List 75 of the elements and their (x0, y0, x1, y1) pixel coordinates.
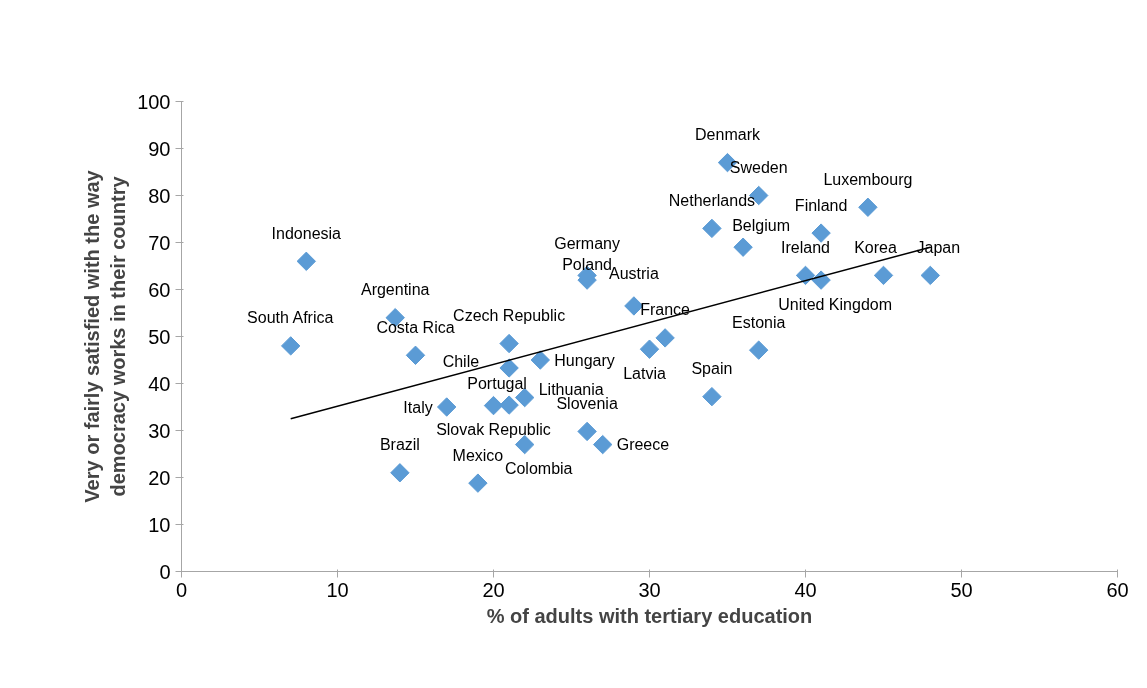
point (437, 397, 457, 417)
annotation: Indonesia (271, 224, 342, 242)
point (593, 434, 613, 455)
annotation: Mexico (452, 446, 504, 464)
point (405, 345, 426, 365)
point (499, 395, 519, 415)
annotation: Japan (916, 238, 961, 256)
point (873, 265, 894, 286)
x-tick-label: 20 (482, 578, 505, 601)
y-tick-label: 10 (148, 513, 171, 536)
annotation: Slovak Republic (436, 421, 551, 439)
y-tick-label: 80 (148, 184, 171, 207)
annotation: South Africa (247, 309, 334, 327)
point (702, 218, 722, 239)
annotation: Latvia (623, 364, 666, 382)
annotation: France (640, 301, 691, 319)
annotation: Portugal (467, 374, 527, 392)
annotation: Czech Republic (453, 307, 566, 325)
point (281, 336, 301, 356)
annotation: Brazil (379, 436, 420, 454)
point (468, 473, 488, 493)
point (577, 421, 597, 442)
point (749, 340, 769, 360)
annotation: Korea (854, 238, 897, 256)
y-tick-label: 100 (137, 90, 171, 113)
y-tick-label: 50 (148, 325, 171, 348)
annotation: Finland (794, 196, 848, 214)
annotation: Costa Rica (376, 318, 455, 336)
annotation: Argentina (360, 281, 430, 299)
point (795, 265, 816, 286)
point (733, 237, 753, 257)
point (296, 251, 316, 271)
y-tick-label: 40 (148, 372, 171, 395)
annotation: United Kingdom (778, 295, 893, 313)
y-tick-label: 90 (148, 137, 171, 160)
point (499, 333, 519, 354)
y-tick-label: 0 (159, 560, 171, 583)
annotation: Spain (691, 360, 733, 378)
annotation: Luxembourg (823, 170, 913, 188)
annotation: Colombia (504, 460, 573, 478)
y-tick-label: 20 (148, 466, 171, 489)
x-axis-title: % of adults with tertiary education (486, 604, 813, 627)
annotation: Denmark (695, 126, 761, 144)
x-tick-label: 40 (794, 578, 817, 601)
annotation: Italy (403, 398, 433, 416)
annotation: Netherlands (668, 191, 756, 209)
annotation: Estonia (732, 313, 786, 331)
annotation: Hungary (554, 351, 615, 369)
annotation: Germany (554, 234, 620, 252)
point (499, 358, 519, 378)
point (639, 339, 660, 359)
point (811, 223, 831, 243)
x-tick-label: 0 (175, 578, 188, 601)
point (920, 265, 940, 286)
y-axis-title: Very or fairly satisfied with the way democracy works in their country (80, 169, 130, 503)
point (858, 197, 878, 217)
x-tick-label: 50 (950, 578, 973, 601)
x-tick-label: 30 (638, 578, 661, 601)
x-tick-label: 60 (1106, 578, 1129, 601)
point (655, 328, 675, 348)
point (483, 395, 504, 416)
point (390, 463, 410, 483)
point (702, 386, 722, 407)
point (530, 350, 550, 370)
annotation: Sweden (729, 159, 788, 176)
x-tick-label: 10 (326, 578, 349, 601)
y-tick-label: 30 (148, 419, 171, 442)
annotation: Chile (442, 353, 480, 371)
y-tick-label: 70 (148, 231, 171, 254)
annotation: Greece (616, 436, 670, 454)
annotation: Slovenia (556, 394, 618, 412)
annotation: Ireland (781, 238, 830, 256)
point (811, 270, 831, 290)
y-tick-label: 60 (148, 278, 171, 301)
annotation: Belgium (732, 216, 791, 234)
